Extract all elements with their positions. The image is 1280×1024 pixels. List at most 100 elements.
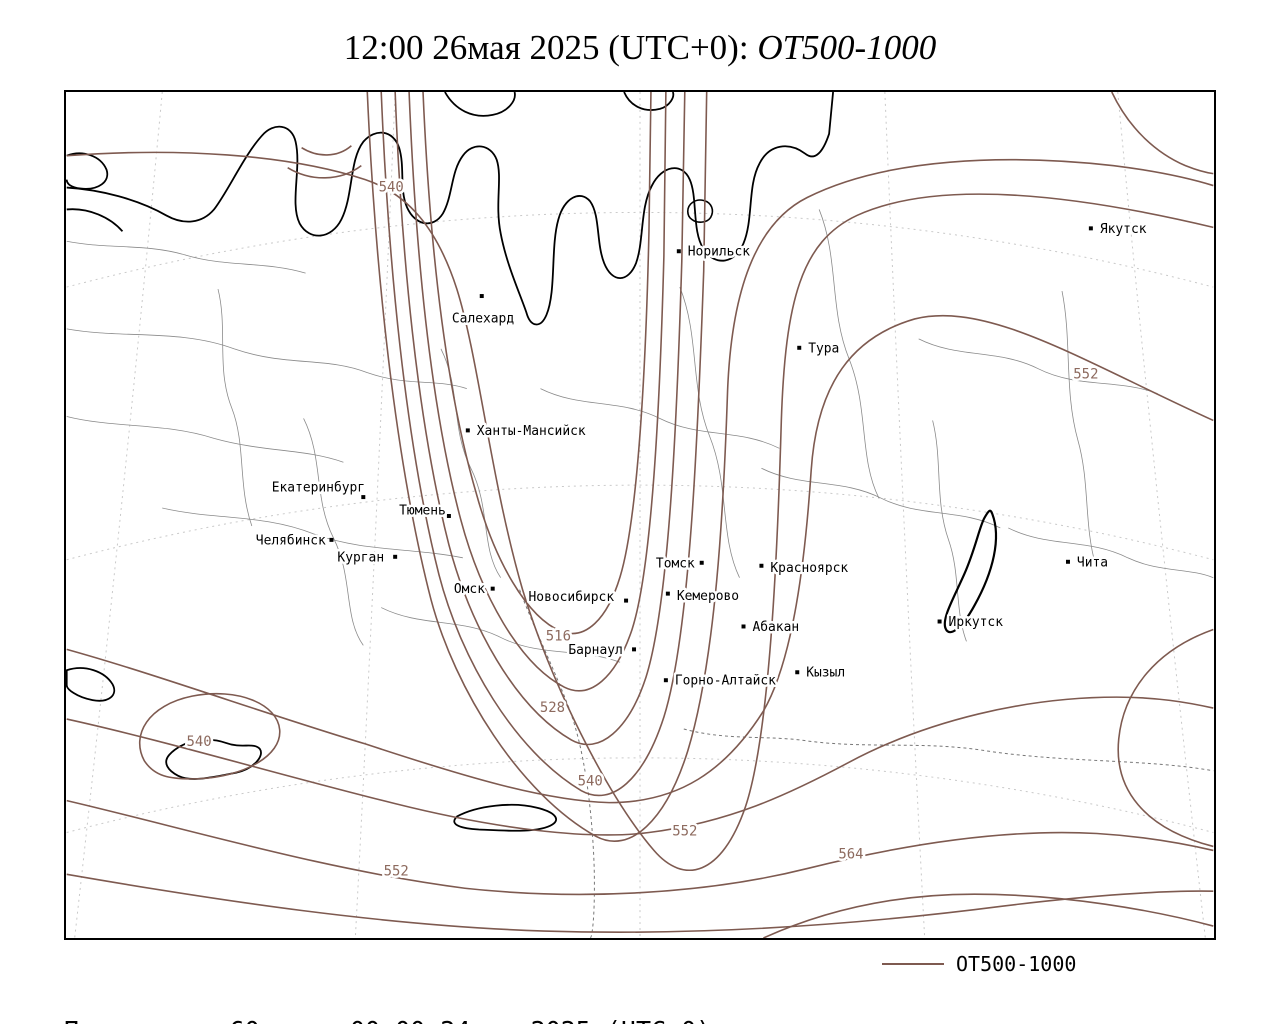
city-marker	[393, 554, 398, 559]
contour-value-label: 552	[1073, 367, 1098, 383]
title-field-name: OT500-1000	[757, 28, 937, 67]
coastline	[66, 667, 116, 702]
admin-boundary-line	[66, 240, 306, 274]
city-marker	[1088, 226, 1093, 231]
contour-value-label: 516	[546, 628, 571, 644]
title-datetime: 12:00 26мая 2025 (UTC+0):	[343, 28, 758, 67]
graticule-line	[74, 92, 163, 938]
admin-boundary-line	[540, 388, 780, 449]
city-label: Тура	[808, 341, 839, 356]
coastline	[165, 738, 262, 780]
coastline	[623, 92, 675, 111]
coastline	[943, 509, 998, 634]
city-label: Кызыл	[806, 666, 845, 681]
coastline	[66, 208, 124, 232]
contour-value-label: 564	[838, 846, 863, 862]
graticule-line	[1117, 92, 1206, 938]
map-svg: 540 552 516 528 540 552 564 552 540 Норильск Салех…	[66, 92, 1214, 938]
city-marker	[797, 345, 802, 350]
city-marker	[795, 670, 800, 675]
city-marker	[479, 294, 484, 299]
city-marker	[676, 249, 681, 254]
admin-boundary-line	[303, 418, 364, 646]
admin-boundary-line	[440, 348, 501, 578]
city-marker	[1065, 559, 1070, 564]
contour-value-label: 552	[672, 823, 697, 839]
city-marker	[361, 495, 366, 500]
coastline	[444, 92, 516, 117]
admin-boundary-line	[761, 467, 1001, 529]
graticule-line	[66, 211, 1214, 288]
legend: OT500-1000	[882, 952, 1076, 976]
city-label: Чита	[1077, 555, 1108, 570]
city-marker	[465, 428, 470, 433]
admin-boundary-line	[66, 328, 467, 389]
contour-value-label: 540	[187, 734, 212, 750]
city-label: Екатеринбург	[272, 481, 365, 496]
admin-boundary-line	[918, 338, 1158, 394]
city-label: Новосибирск	[529, 590, 615, 605]
contour-line	[422, 92, 652, 635]
forecast-map: 540 552 516 528 540 552 564 552 540 Норильск Салех…	[64, 90, 1216, 940]
graticule-line	[66, 757, 1214, 833]
city-label: Салехард	[452, 311, 514, 326]
admin-boundary-line	[381, 607, 621, 663]
city-marker	[490, 586, 495, 591]
admin-boundary-line	[162, 507, 463, 559]
contour-value-label: 540	[379, 180, 404, 196]
city-label: Ханты-Мансийск	[477, 424, 586, 439]
city-label: Кемерово	[677, 589, 739, 604]
graticule-line	[66, 484, 1214, 561]
city-label: Якутск	[1100, 222, 1147, 237]
city-label: Барнаул	[568, 643, 622, 658]
city-label: Тюмень	[399, 504, 446, 519]
city-label: Красноярск	[770, 561, 848, 576]
coastline	[453, 803, 557, 832]
contour-line	[66, 873, 1214, 933]
city-label: Курган	[337, 550, 384, 565]
city-label: Норильск	[688, 245, 750, 260]
contour-line	[66, 799, 1214, 896]
footer: Прогноз на 60ч. от 00:00 24мая 2025 (UTC…	[64, 946, 711, 1024]
city-marker	[446, 514, 451, 518]
contour-line	[366, 92, 1214, 842]
contour-line	[301, 145, 352, 156]
contour-line	[1117, 628, 1214, 848]
contour-line	[287, 165, 362, 179]
contour-value-label: 528	[540, 700, 565, 716]
city-marker	[632, 647, 637, 652]
contour-value-label: 540	[578, 774, 603, 790]
city-marker	[937, 619, 942, 624]
city-marker	[665, 591, 670, 596]
coastline	[686, 199, 714, 223]
admin-boundary-line	[932, 420, 967, 642]
contour-line	[394, 92, 686, 746]
coastline	[66, 152, 109, 190]
city-marker	[663, 678, 668, 683]
admin-boundary-line	[1061, 290, 1097, 566]
admin-boundary-line	[1008, 527, 1214, 579]
city-marker	[759, 563, 764, 568]
contour-line	[66, 151, 1214, 872]
city-label: Челябинск	[256, 533, 326, 548]
admin-boundary-line	[679, 286, 740, 578]
contour-line	[1111, 92, 1214, 175]
city-marker	[624, 598, 629, 603]
admin-boundary-line	[217, 288, 253, 527]
coastline	[66, 92, 834, 326]
city-label: Томск	[656, 556, 695, 571]
legend-label: OT500-1000	[956, 952, 1077, 976]
admin-boundary-line	[66, 416, 344, 463]
city-label: Омск	[454, 582, 485, 597]
contour-value-label: 552	[384, 863, 409, 879]
city-marker	[329, 537, 334, 542]
city-marker	[699, 560, 704, 565]
graticule-line	[884, 92, 926, 938]
contour-line	[66, 314, 1214, 804]
city-label: Иркутск	[949, 615, 1004, 630]
contour-line	[763, 893, 1214, 938]
city-label: Абакан	[752, 620, 799, 635]
contour-line	[408, 92, 667, 692]
contour-line	[66, 696, 1214, 836]
city-label: Горно-Алтайск	[675, 674, 776, 689]
